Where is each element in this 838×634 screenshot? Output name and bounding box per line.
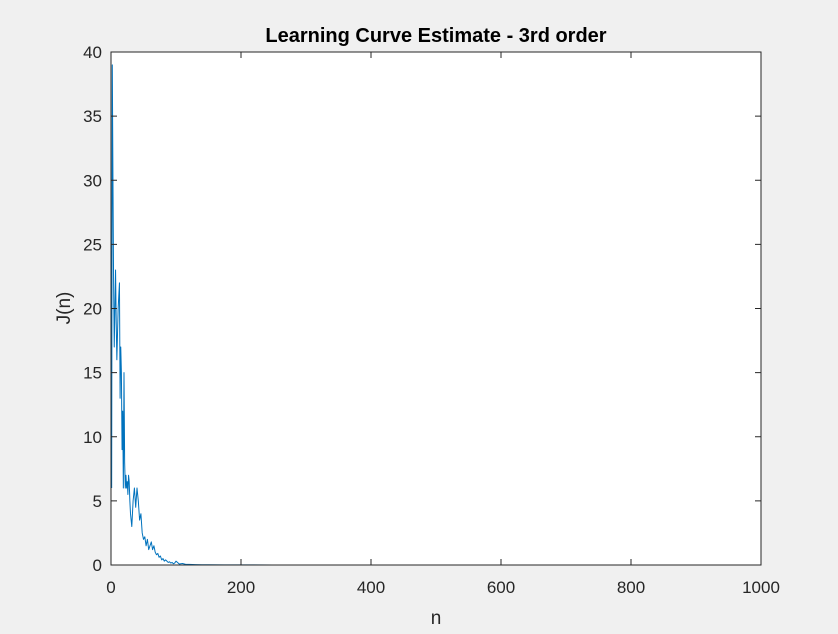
plot-layer <box>111 64 761 566</box>
y-tick-label: 15 <box>83 364 102 383</box>
y-tick-label: 5 <box>93 492 102 511</box>
x-tick-label: 400 <box>357 578 385 597</box>
y-tick-label: 10 <box>83 428 102 447</box>
x-tick-label: 600 <box>487 578 515 597</box>
y-tick-label: 40 <box>83 43 102 62</box>
y-tick-label: 30 <box>83 171 102 190</box>
x-tick-label: 200 <box>227 578 255 597</box>
y-tick-label: 20 <box>83 300 102 319</box>
chart-title: Learning Curve Estimate - 3rd order <box>265 25 606 47</box>
label-layer: 0 200 400 600 800 1000 0 5 10 15 20 25 30 35 40 <box>83 43 780 597</box>
x-tick-label: 1000 <box>742 578 780 597</box>
y-tick-label: 0 <box>93 556 102 575</box>
axes-box <box>110 51 762 566</box>
x-axis-label: n <box>431 608 442 629</box>
series-line-0 <box>111 64 761 566</box>
x-tick-label: 800 <box>617 578 645 597</box>
y-axis-label: J(n) <box>54 292 75 325</box>
y-tick-label: 25 <box>83 235 102 254</box>
y-tick-label: 35 <box>83 107 102 126</box>
x-tick-label: 0 <box>106 578 115 597</box>
axes-background <box>111 52 761 565</box>
